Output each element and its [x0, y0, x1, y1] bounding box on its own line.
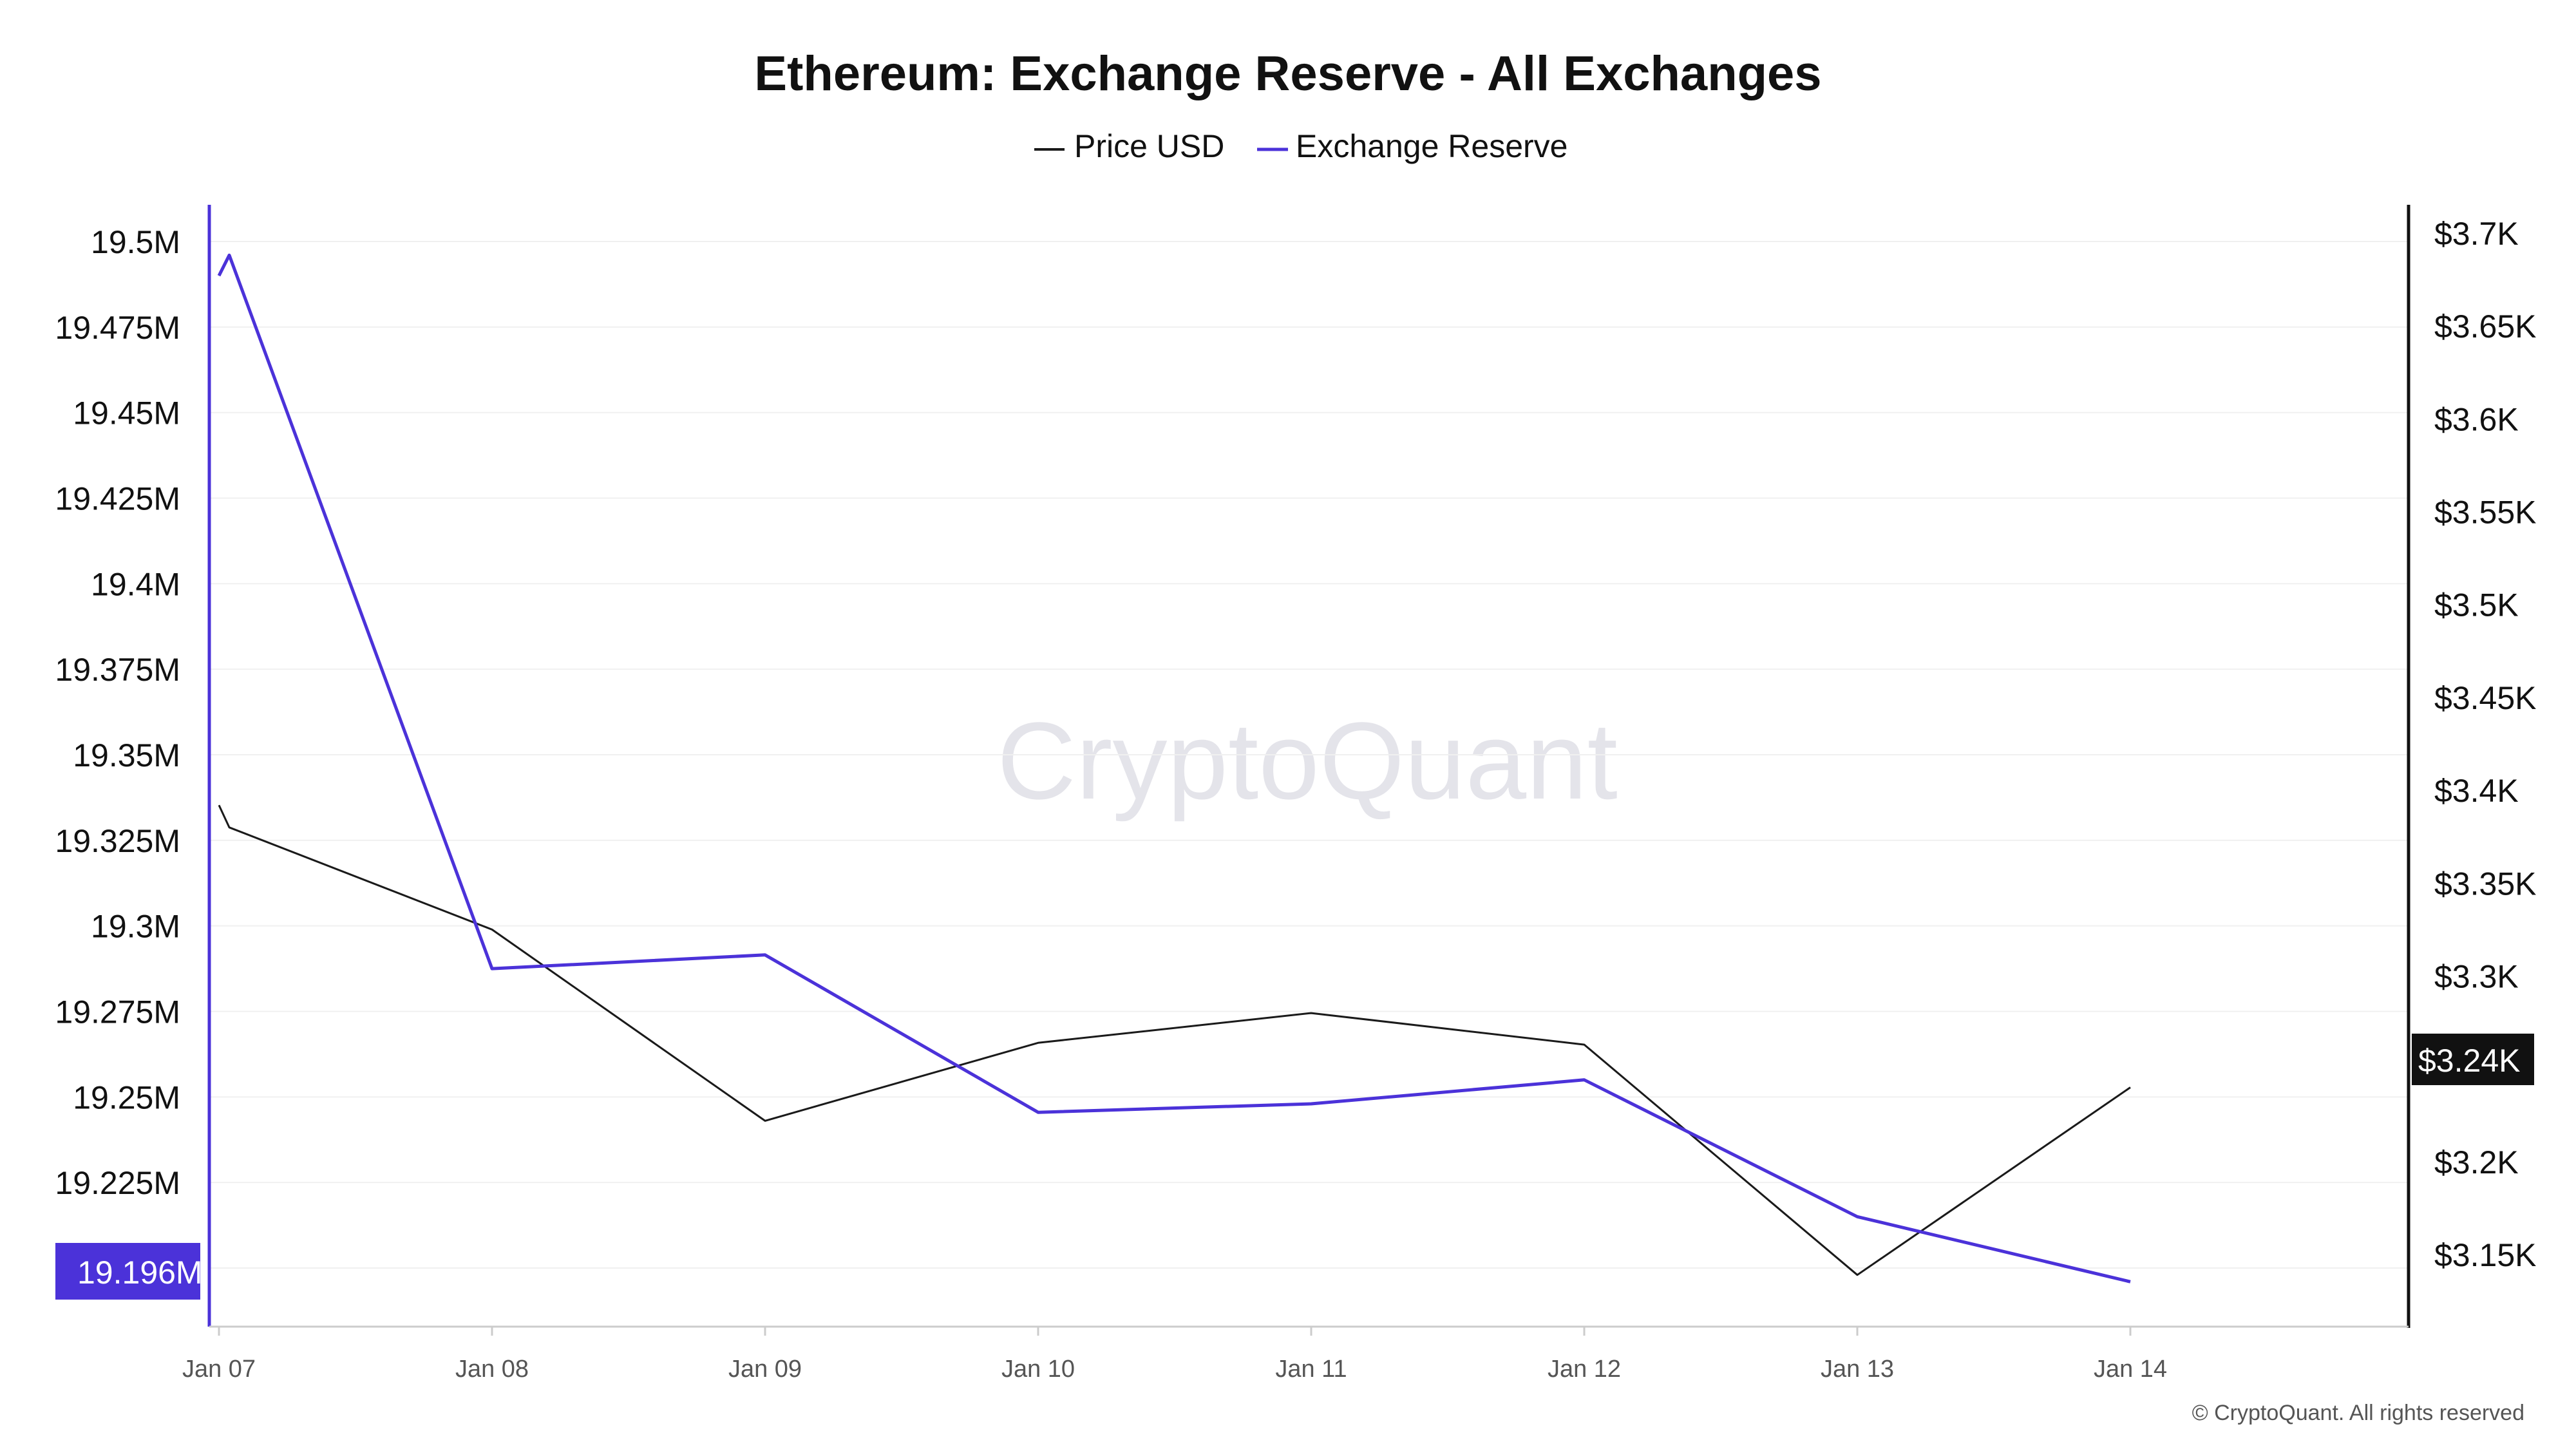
x-axis-ticks: Jan 07 Jan 08 Jan 09 Jan 10 Jan 11 Jan 12 Jan …	[182, 1327, 2167, 1383]
axes	[207, 205, 2410, 1328]
x-tick-label: Jan 08	[455, 1356, 529, 1383]
left-tick-label: 19.375M	[55, 652, 180, 688]
right-tick-label: $3.45K	[2434, 680, 2536, 716]
chart-title: Ethereum: Exchange Reserve - All Exchang…	[754, 46, 1821, 101]
left-tick-label: 19.275M	[55, 994, 180, 1030]
x-tick-label: Jan 10	[1001, 1356, 1075, 1383]
left-tick-label: 19.3M	[91, 909, 180, 945]
right-tick-label: $3.35K	[2434, 866, 2536, 902]
left-tick-label: 19.425M	[55, 481, 180, 517]
right-tick-label: $3.15K	[2434, 1237, 2536, 1273]
right-current-value-label: $3.24K	[2418, 1043, 2520, 1079]
right-tick-label: $3.7K	[2434, 216, 2519, 252]
x-tick-label: Jan 14	[2094, 1356, 2167, 1383]
left-tick-label: 19.45M	[73, 395, 180, 431]
legend-label-price: Price USD	[1074, 128, 1224, 164]
right-tick-label: $3.3K	[2434, 958, 2519, 994]
x-tick-label: Jan 13	[1821, 1356, 1894, 1383]
price-usd-line[interactable]	[218, 804, 2131, 1276]
left-current-value-label: 19.196M	[77, 1255, 203, 1291]
x-tick-label: Jan 11	[1275, 1356, 1347, 1383]
right-tick-label: $3.5K	[2434, 587, 2519, 623]
right-tick-label: $3.2K	[2434, 1144, 2519, 1180]
series-layer	[217, 253, 2131, 1283]
left-tick-label: 19.225M	[55, 1165, 180, 1201]
left-tick-label: 19.4M	[91, 566, 180, 602]
left-tick-label: 19.25M	[73, 1079, 180, 1115]
left-tick-label: 19.325M	[55, 823, 180, 859]
left-current-value-badge: 19.196M	[55, 1243, 203, 1300]
right-tick-label: $3.55K	[2434, 495, 2536, 531]
left-tick-label: 19.35M	[73, 737, 180, 773]
left-axis-ticks: 19.225M 19.25M 19.275M 19.3M 19.325M 19.35M 19…	[55, 224, 180, 1201]
left-tick-label: 19.5M	[91, 224, 180, 260]
right-tick-label: $3.4K	[2434, 773, 2519, 809]
gridlines	[209, 241, 2409, 1269]
x-tick-label: Jan 07	[182, 1356, 256, 1383]
legend-item-reserve[interactable]: Exchange Reserve	[1257, 128, 1567, 164]
right-tick-label: $3.65K	[2434, 308, 2536, 345]
right-current-value-badge: $3.24K	[2412, 1034, 2534, 1085]
copyright-notice: © CryptoQuant. All rights reserved	[2192, 1401, 2524, 1425]
left-tick-label: 19.475M	[55, 310, 180, 346]
legend-item-price[interactable]: Price USD	[1034, 128, 1224, 164]
x-tick-label: Jan 12	[1548, 1356, 1621, 1383]
x-tick-label: Jan 09	[728, 1356, 802, 1383]
watermark: CryptoQuant	[997, 700, 1618, 822]
right-axis-ticks: $3.15K $3.2K $3.3K $3.35K $3.4K $3.45K $3.5K $3…	[2434, 216, 2536, 1273]
exchange-reserve-line[interactable]	[217, 253, 2131, 1283]
right-tick-label: $3.6K	[2434, 401, 2519, 437]
legend-label-reserve: Exchange Reserve	[1296, 128, 1567, 164]
legend: Price USD Exchange Reserve	[1034, 128, 1567, 164]
